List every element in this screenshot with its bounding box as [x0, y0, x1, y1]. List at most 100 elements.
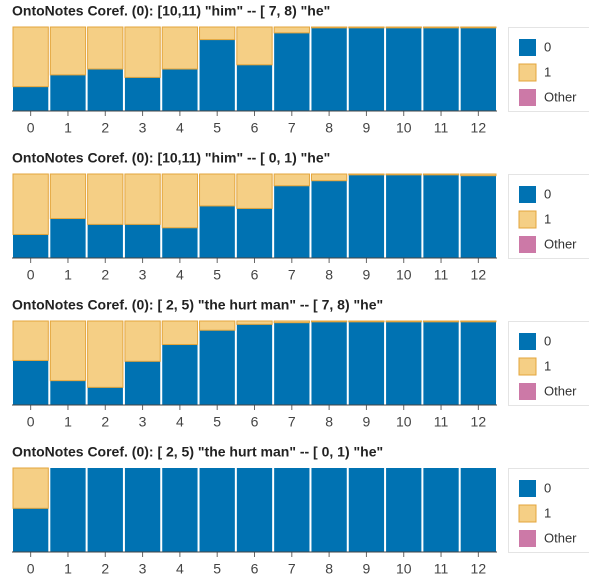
x-tick-label: 12	[471, 561, 487, 577]
bar-segment	[423, 174, 459, 258]
x-tick-label: 8	[325, 120, 333, 136]
bar-segment	[199, 173, 236, 207]
bar-segment	[50, 380, 86, 405]
x-tick-label: 8	[325, 267, 333, 283]
legend-swatch	[519, 39, 536, 56]
bar-segment	[348, 321, 385, 405]
bar-segment	[274, 185, 310, 258]
x-tick-label: 0	[27, 561, 35, 577]
bar-segment	[348, 173, 385, 176]
bar-segment	[386, 174, 422, 258]
bar-segment	[385, 320, 422, 323]
legend-label: Other	[544, 89, 577, 104]
x-tick-label: 11	[434, 120, 449, 136]
legend-swatch	[518, 357, 537, 376]
bar-segment	[311, 468, 347, 552]
bar-segment	[423, 321, 459, 405]
bar-segment	[162, 344, 198, 405]
bar-segment	[460, 27, 496, 112]
x-tick-label: 7	[288, 267, 296, 283]
bar-segment	[87, 173, 124, 225]
x-tick-label: 5	[213, 561, 221, 577]
bar-segment	[87, 320, 124, 388]
bar-segment	[199, 39, 235, 111]
x-tick-label: 8	[325, 561, 333, 577]
x-tick-label: 2	[101, 414, 109, 430]
bar-segment	[199, 330, 235, 405]
bar-segment	[162, 69, 198, 111]
bar-segment	[236, 26, 273, 66]
x-tick-label: 10	[396, 414, 412, 430]
x-tick-label: 2	[101, 561, 109, 577]
bar-segment	[12, 467, 49, 509]
x-tick-label: 8	[325, 414, 333, 430]
bar-segment	[236, 173, 273, 209]
chart-title: OntoNotes Coref. (0): [10,11) "him" -- […	[12, 150, 330, 166]
bar-segment	[423, 468, 459, 552]
x-tick-label: 3	[139, 267, 147, 283]
bar-segment	[199, 468, 235, 552]
bar-segment	[311, 321, 347, 405]
bar-segment	[423, 27, 459, 112]
bar-segment	[385, 173, 422, 176]
x-tick-label: 9	[363, 414, 371, 430]
bar-segment	[124, 173, 161, 225]
bar-segment	[311, 27, 347, 112]
bar-segment	[348, 320, 385, 323]
bar-segment	[310, 26, 348, 29]
bar-segment	[87, 387, 123, 405]
bar-segment	[348, 27, 385, 112]
bar-segment	[13, 234, 49, 258]
bar-segment	[199, 26, 236, 41]
bar-segment	[12, 173, 49, 235]
chart-title: OntoNotes Coref. (0): [ 2, 5) "the hurt …	[12, 297, 383, 313]
legend-label: 1	[544, 64, 551, 79]
bar-segment	[161, 320, 199, 346]
x-tick-label: 10	[396, 267, 412, 283]
legend-swatch	[519, 333, 536, 350]
bar-segment	[50, 468, 86, 552]
legend-swatch	[519, 236, 536, 253]
x-tick-label: 0	[27, 120, 35, 136]
x-tick-label: 10	[396, 561, 412, 577]
legend-swatch	[519, 530, 536, 547]
bar-segment	[124, 224, 161, 258]
bar-segment	[274, 468, 310, 552]
x-tick-label: 4	[176, 120, 184, 136]
chart-title: OntoNotes Coref. (0): [10,11) "him" -- […	[12, 3, 330, 19]
x-tick-label: 12	[471, 120, 487, 136]
x-tick-label: 4	[176, 414, 184, 430]
x-tick-label: 4	[176, 561, 184, 577]
bar-segment	[13, 360, 49, 405]
x-tick-label: 1	[64, 414, 72, 430]
bar-segment	[422, 173, 460, 176]
bar-segment	[460, 173, 497, 177]
bar-segment	[311, 180, 347, 258]
bar-segment	[348, 174, 385, 258]
x-tick-label: 7	[288, 414, 296, 430]
bar-segment	[87, 69, 123, 111]
bar-segment	[274, 32, 310, 111]
x-tick-label: 6	[251, 120, 259, 136]
x-tick-label: 10	[396, 120, 412, 136]
x-tick-label: 1	[64, 267, 72, 283]
legend-label: 0	[544, 186, 551, 201]
bar-segment	[460, 321, 496, 405]
legend-label: 0	[544, 333, 551, 348]
bar-segment	[460, 468, 496, 552]
bar-segment	[236, 208, 273, 258]
bar-segment	[49, 173, 87, 220]
chart-title: OntoNotes Coref. (0): [ 2, 5) "the hurt …	[12, 444, 383, 460]
bar-segment	[12, 320, 49, 361]
legend-label: Other	[544, 383, 577, 398]
x-tick-label: 1	[64, 120, 72, 136]
bar-segment	[273, 320, 310, 324]
x-tick-label: 5	[213, 267, 221, 283]
x-tick-label: 9	[363, 267, 371, 283]
bar-segment	[386, 321, 422, 405]
bar-segment	[162, 227, 198, 258]
x-tick-label: 11	[434, 414, 449, 430]
legend-label: Other	[544, 530, 577, 545]
bar-segment	[199, 205, 235, 258]
